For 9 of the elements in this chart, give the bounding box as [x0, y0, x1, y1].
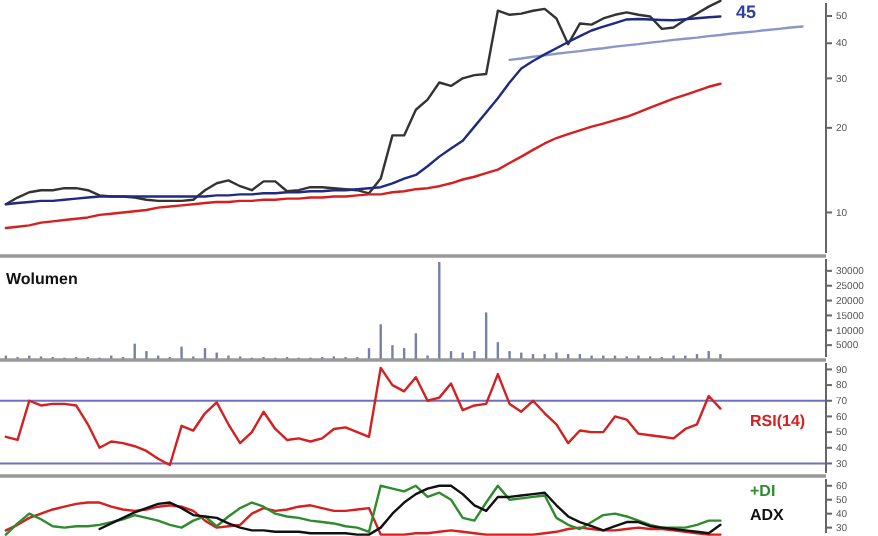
- line-series: [508, 25, 804, 62]
- series-label: RSI(14): [750, 412, 806, 430]
- text: Wolumen: [6, 270, 78, 288]
- line-series: [4, 82, 722, 230]
- annotation: 45: [736, 2, 757, 22]
- line-series: [4, 501, 722, 536]
- line-series: [4, 366, 722, 467]
- text: +DI: [750, 482, 776, 500]
- series-label: ADX: [750, 506, 786, 524]
